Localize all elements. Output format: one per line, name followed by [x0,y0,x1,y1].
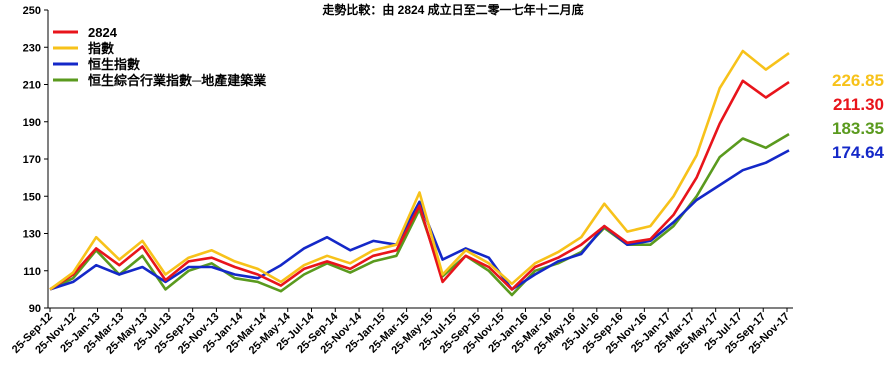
y-tick-label: 90 [29,303,41,315]
series-line [49,49,790,291]
series-line [49,79,790,291]
x-axis: 25-Sep-1225-Nov-1225-Jan-1325-Mar-1325-M… [10,307,793,357]
y-axis: 90 110 130 150 170 190 210 230 250 [23,5,49,315]
legend-label: 2824 [88,25,118,40]
chart-title: 走勢比較：由 2824 成立日至二零一七年十二月底 [322,2,583,17]
legend-label: 指數 [88,41,114,56]
series-line [49,149,790,291]
series-end-label: 226.85 [832,71,884,90]
y-tick-label: 210 [23,80,41,92]
y-tick-label: 130 [23,229,41,241]
series-end-label: 174.64 [832,143,885,162]
series-lines [49,49,790,297]
end-labels: 226.85 211.30 183.35 174.64 [832,71,885,162]
y-tick-label: 110 [23,266,41,278]
y-tick-label: 150 [23,191,41,203]
series-line [49,132,790,297]
y-tick-label: 230 [23,42,41,54]
legend-label: 恒生指數 [88,57,140,72]
series-end-label: 183.35 [832,119,884,138]
legend-label: 恒生綜合行業指數─地產建築業 [88,73,267,88]
y-tick-label: 250 [23,5,41,17]
y-tick-label: 190 [23,117,41,129]
series-end-label: 211.30 [833,95,884,114]
y-tick-label: 170 [23,154,41,166]
